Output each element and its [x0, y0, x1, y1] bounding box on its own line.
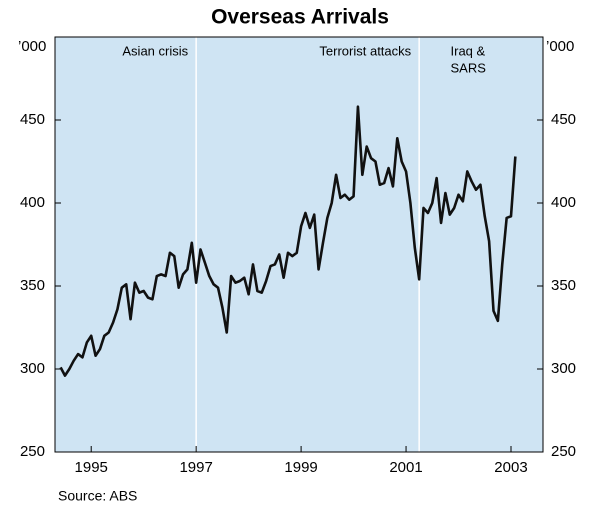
- y-tick-label: 250: [20, 443, 45, 460]
- x-tick-label: 1995: [75, 459, 108, 476]
- y2-unit: ’000: [546, 38, 574, 55]
- line-series: [59, 105, 517, 377]
- annotation: Iraq &: [451, 43, 486, 58]
- x-tick-label: 1999: [284, 459, 317, 476]
- plot-frame: [54, 36, 544, 453]
- y2-tick-label: 450: [551, 111, 576, 128]
- y-tick-label: 450: [20, 111, 45, 128]
- x-tick-label: 2003: [494, 459, 527, 476]
- y2-tick-label: 250: [551, 443, 576, 460]
- annotation: Terrorist attacks: [319, 43, 411, 58]
- annotation: Asian crisis: [122, 43, 188, 58]
- y-tick-label: 400: [20, 194, 45, 211]
- y-unit: ’000: [18, 38, 46, 55]
- y-tick-label: 350: [20, 277, 45, 294]
- x-tick-label: 1997: [179, 459, 212, 476]
- x-tick-label: 2001: [389, 459, 422, 476]
- y-tick-label: 300: [20, 360, 45, 377]
- y2-tick-label: 350: [551, 277, 576, 294]
- annotation: SARS: [451, 60, 487, 75]
- y2-tick-label: 300: [551, 360, 576, 377]
- y2-tick-label: 400: [551, 194, 576, 211]
- chart-title: Overseas Arrivals: [211, 6, 389, 29]
- source: Source: ABS: [58, 488, 137, 504]
